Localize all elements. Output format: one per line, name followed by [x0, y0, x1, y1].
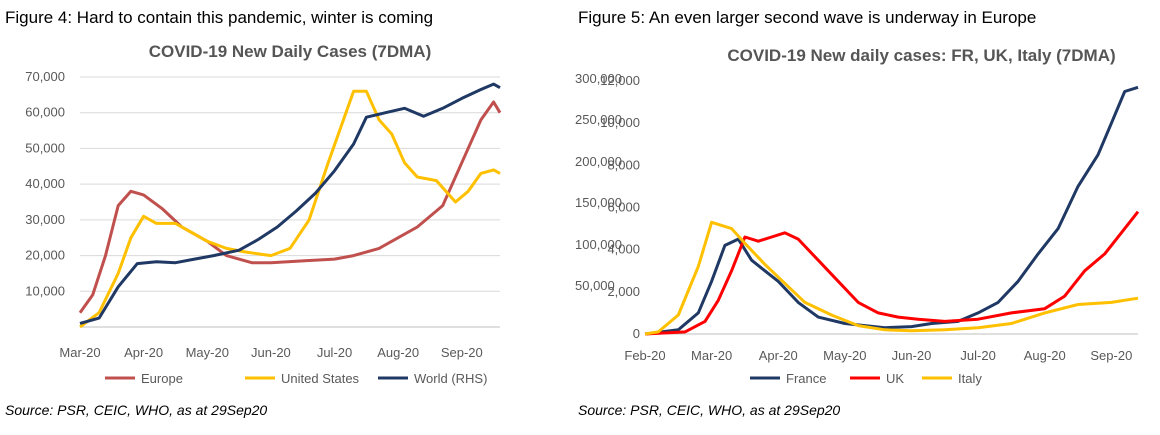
- y-left-tick-label: 100,000: [575, 237, 622, 252]
- x-tick-label: Jul-20: [317, 345, 352, 360]
- legend-label-united-states: United States: [281, 371, 360, 386]
- legend-label-france: France: [786, 371, 826, 386]
- y-right-tick-label: 8,000: [607, 157, 640, 172]
- x-tick-label: Sep-20: [441, 345, 483, 360]
- x-tick-label: Sep-20: [1090, 348, 1132, 363]
- chart-fr-uk-italy: COVID-19 New daily cases: FR, UK, Italy …: [575, 46, 1140, 386]
- y-tick-label: 30,000: [25, 212, 65, 227]
- legend-label-world-rhs: World (RHS): [414, 371, 487, 386]
- series-line-france: [644, 85, 1139, 336]
- y-right-tick-label: 0: [633, 326, 640, 341]
- y-tick-label: 70,000: [25, 69, 65, 84]
- y-left-tick-label: 300,000: [575, 71, 622, 86]
- legend-label-italy: Italy: [958, 371, 982, 386]
- figure-4-source: Source: PSR, CEIC, WHO, as at 29Sep20: [5, 402, 268, 418]
- chart-title: COVID-19 New Daily Cases (7DMA): [149, 42, 431, 61]
- x-tick-label: Feb-20: [624, 348, 665, 363]
- y-tick-label: 60,000: [25, 105, 65, 120]
- y-left-tick-label: 200,000: [575, 154, 622, 169]
- figure-5-source: Source: PSR, CEIC, WHO, as at 29Sep20: [578, 402, 841, 418]
- y-left-tick-label: 50,000: [575, 278, 615, 293]
- series-line-europe: [78, 100, 502, 314]
- x-tick-label: Aug-20: [377, 345, 419, 360]
- x-tick-label: May-20: [186, 345, 229, 360]
- x-tick-label: Jun-20: [892, 348, 932, 363]
- x-tick-label: Mar-20: [59, 345, 100, 360]
- y-tick-label: 20,000: [25, 248, 65, 263]
- y-right-tick-label: 12,000: [600, 73, 640, 88]
- x-tick-label: Aug-20: [1024, 348, 1066, 363]
- x-tick-label: Apr-20: [759, 348, 798, 363]
- figure-5-caption: Figure 5: An even larger second wave is …: [578, 8, 1037, 27]
- x-tick-label: May-20: [823, 348, 866, 363]
- legend-label-europe: Europe: [141, 371, 183, 386]
- x-tick-label: Apr-20: [124, 345, 163, 360]
- y-right-tick-label: 6,000: [607, 200, 640, 215]
- y-tick-label: 50,000: [25, 140, 65, 155]
- y-right-tick-label: 4,000: [607, 242, 640, 257]
- y-right-tick-label: 2,000: [607, 284, 640, 299]
- y-right-tick-label: 10,000: [600, 115, 640, 130]
- chart-title: COVID-19 New daily cases: FR, UK, Italy …: [727, 46, 1115, 65]
- figure-4-caption: Figure 4: Hard to contain this pandemic,…: [5, 8, 434, 27]
- legend-label-uk: UK: [886, 371, 904, 386]
- x-tick-label: Mar-20: [691, 348, 732, 363]
- y-left-tick-label: 250,000: [575, 112, 622, 127]
- series-line-world-rhs: [79, 82, 501, 325]
- x-tick-label: Jul-20: [960, 348, 995, 363]
- y-tick-label: 10,000: [25, 283, 65, 298]
- series-line-italy: [644, 220, 1139, 336]
- x-tick-label: Jun-20: [251, 345, 291, 360]
- y-tick-label: 40,000: [25, 176, 65, 191]
- chart-covid-daily-cases: COVID-19 New Daily Cases (7DMA) 10,000 20,…: [25, 42, 502, 386]
- y-left-tick-label: 150,000: [575, 195, 622, 210]
- series-line-uk: [644, 210, 1140, 336]
